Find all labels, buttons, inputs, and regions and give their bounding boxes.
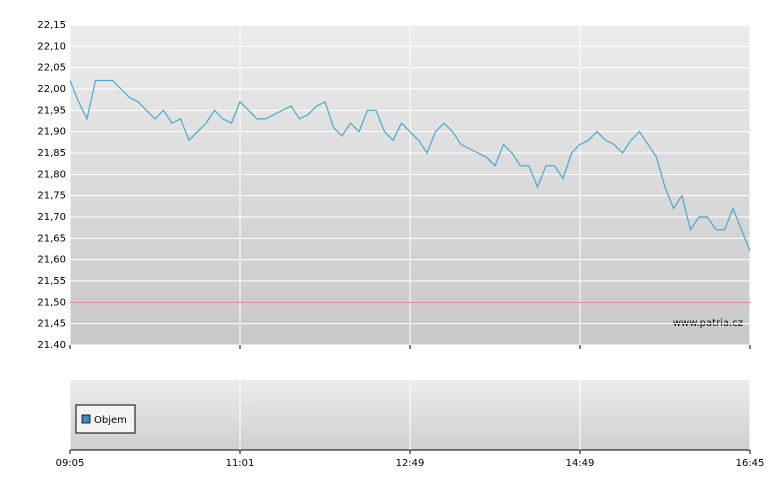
legend-label: Objem — [94, 415, 127, 426]
y-tick-label: 22,10 — [37, 41, 66, 52]
x-tick-label: 11:01 — [226, 458, 255, 469]
y-tick-label: 21,60 — [37, 255, 66, 266]
y-tick-label: 21,45 — [37, 319, 66, 330]
y-tick-label: 21,75 — [37, 191, 66, 202]
y-tick-label: 22,05 — [37, 63, 66, 74]
legend-swatch — [81, 414, 91, 424]
y-tick-label: 21,65 — [37, 233, 66, 244]
y-tick-label: 21,70 — [37, 212, 66, 223]
y-tick-label: 21.40 — [37, 340, 66, 351]
y-tick-label: 22,15 — [37, 20, 66, 31]
x-tick-label: 16:45 — [736, 458, 765, 469]
y-tick-label: 21,85 — [37, 148, 66, 159]
x-tick-label: 14:49 — [566, 458, 595, 469]
y-tick-label: 21,95 — [37, 105, 66, 116]
y-tick-label: 21,50 — [37, 297, 66, 308]
y-tick-label: 21,80 — [37, 169, 66, 180]
y-tick-label: 21,90 — [37, 127, 66, 138]
y-tick-label: 22,00 — [37, 84, 66, 95]
y-tick-label: 21,55 — [37, 276, 66, 287]
x-tick-label: 12:49 — [396, 458, 425, 469]
x-tick-label: 09:05 — [56, 458, 85, 469]
price-line — [69, 79, 751, 252]
